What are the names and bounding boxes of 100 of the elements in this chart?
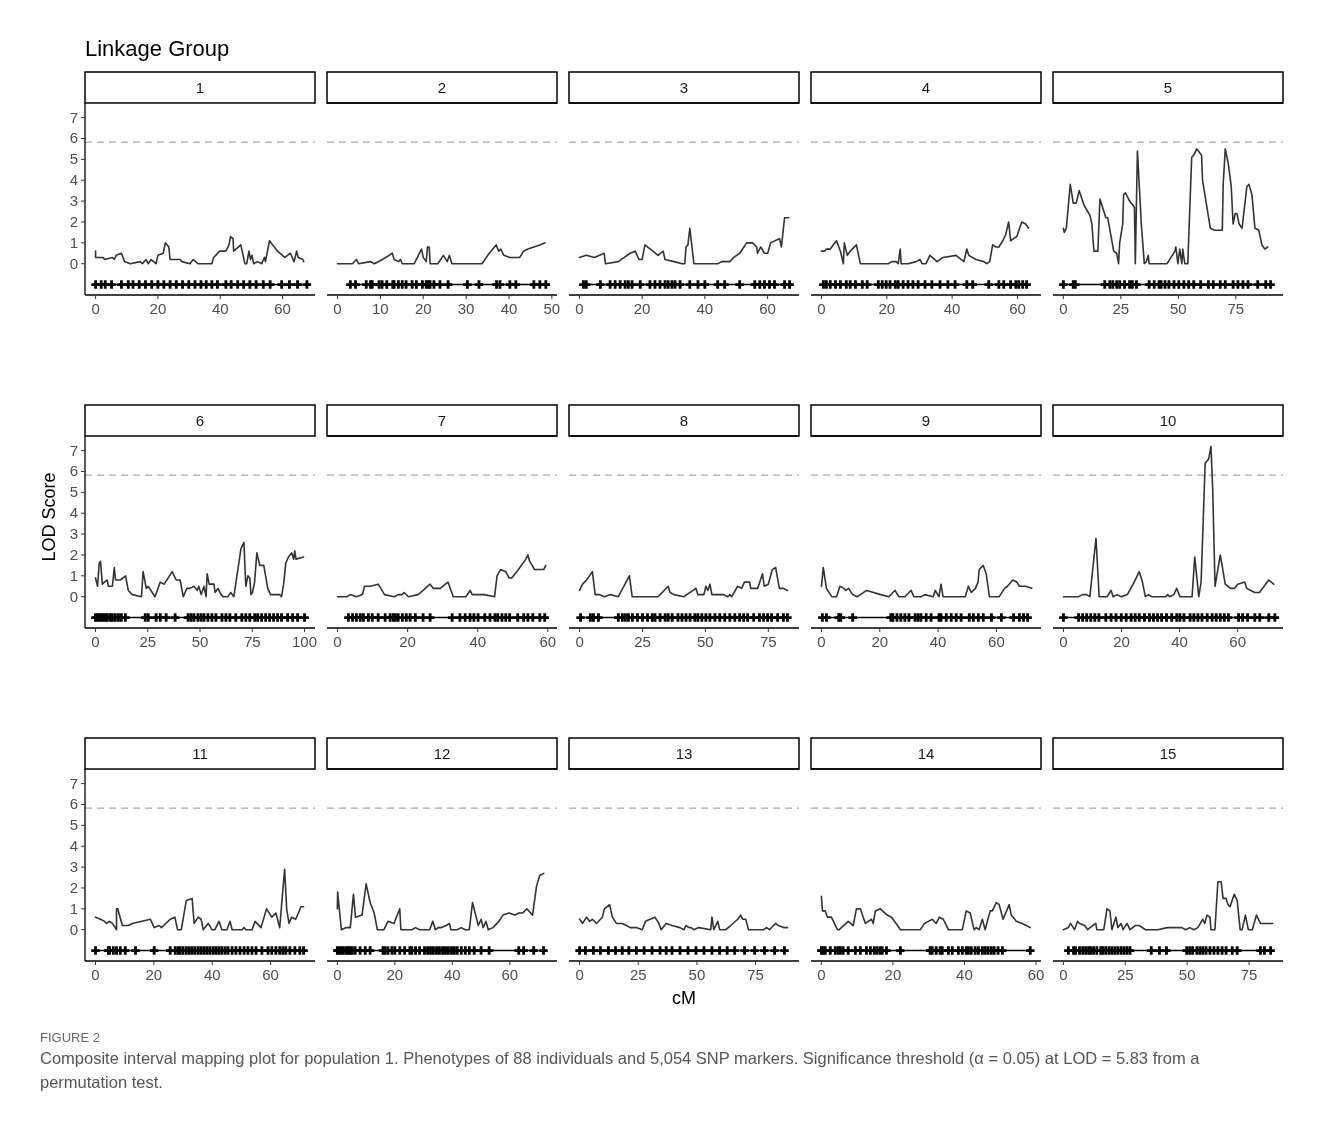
chart-title: 1: [195, 79, 205, 96]
x-tick-label: 0: [91, 966, 100, 983]
x-tick-label: 0: [575, 966, 584, 983]
chart-title: 3: [679, 79, 689, 96]
x-tick-label: 40: [211, 300, 229, 317]
x-tick-label: 25: [634, 633, 651, 650]
x-tick-label: 10: [372, 300, 389, 317]
y-tick-label: 4: [69, 837, 78, 855]
x-tick-label: 40: [1171, 633, 1188, 650]
y-tick-label: 1: [69, 566, 78, 584]
y-tick-label: 3: [69, 858, 78, 876]
x-tick-label: 0: [1059, 633, 1068, 650]
x-tick-label: 20: [878, 300, 896, 317]
x-tick-label: 30: [457, 300, 475, 317]
x-tick-label: 50: [1178, 966, 1196, 983]
x-tick-label: 0: [91, 633, 100, 650]
x-tick-label: 60: [274, 300, 291, 317]
chart-title: 8: [679, 412, 689, 429]
chart-title: 15: [1159, 745, 1177, 762]
x-tick-label: 60: [1229, 633, 1247, 650]
x-tick-label: 40: [500, 300, 518, 317]
y-tick-label: 0: [69, 587, 78, 605]
x-tick-label: 0: [1059, 300, 1068, 317]
chart-title: 4: [921, 79, 931, 96]
x-tick-label: 40: [929, 633, 947, 650]
chart-title: 10: [1159, 412, 1177, 429]
x-tick-label: 20: [145, 966, 163, 983]
y-tick-label: 2: [69, 212, 78, 230]
x-tick-label: 40: [469, 633, 487, 650]
x-tick-label: 0: [333, 966, 342, 983]
x-tick-label: 75: [759, 633, 777, 650]
chart-title: 14: [917, 745, 935, 762]
x-tick-label: 60: [539, 633, 557, 650]
text: Composite interval mapping plot for population 1. Phenotypes of 88 individuals and 5,054 SNP markers. Significance threshold (α = 0.05) at LOD = 5.83 from a permutation test.: [40, 1049, 1201, 1091]
x-tick-label: 20: [1113, 633, 1130, 650]
x-tick-label: 20: [884, 966, 902, 983]
x-tick-label: 0: [817, 633, 826, 650]
chart-title: 6: [195, 412, 205, 429]
x-tick-label: 20: [633, 300, 651, 317]
x-tick-label: 20: [414, 300, 432, 317]
x-tick-label: 75: [747, 966, 764, 983]
x-tick-label: 25: [1112, 300, 1130, 317]
x-tick-label: 0: [333, 300, 342, 317]
x-tick-label: 25: [1116, 966, 1134, 983]
y-tick-label: 7: [69, 774, 78, 792]
chart-title: 11: [192, 745, 208, 762]
x-tick-label: 75: [243, 633, 261, 650]
x-tick-label: 60: [1009, 300, 1026, 317]
x-tick-label: 50: [543, 300, 561, 317]
x-tick-label: 40: [444, 966, 461, 983]
text: Linkage Group: [85, 36, 230, 61]
x-tick-label: 0: [817, 300, 826, 317]
x-tick-label: 20: [149, 300, 167, 317]
chart-title: 7: [437, 412, 447, 429]
y-tick-label: 6: [69, 129, 78, 147]
y-tick-label: 6: [69, 462, 78, 480]
x-tick-label: 50: [1170, 300, 1187, 317]
x-tick-label: 0: [575, 633, 584, 650]
x-tick-label: 25: [139, 633, 157, 650]
caption: FIGURE 2: [40, 1030, 100, 1045]
x-tick-label: 60: [988, 633, 1005, 650]
x-tick-label: 25: [629, 966, 647, 983]
x-tick-label: 0: [1059, 966, 1068, 983]
y-tick-label: 6: [69, 795, 78, 813]
y-tick-label: 0: [69, 254, 78, 272]
x-tick-label: 0: [575, 300, 584, 317]
x-tick-label: 50: [191, 633, 209, 650]
y-tick-label: 2: [69, 878, 78, 896]
x-tick-label: 0: [91, 300, 100, 317]
x-tick-label: 75: [1240, 966, 1258, 983]
x-tick-label: 0: [817, 966, 826, 983]
x-tick-label: 100: [292, 633, 318, 650]
y-tick-label: 4: [69, 171, 78, 189]
y-tick-label: 1: [69, 233, 78, 251]
x-tick-label: 20: [399, 633, 416, 650]
y-tick-label: 1: [69, 899, 78, 917]
chart-title: 2: [437, 79, 447, 96]
x-tick-label: 60: [759, 300, 776, 317]
chart-title: 12: [433, 745, 451, 762]
x-axis-title: cM: [672, 988, 696, 1008]
x-tick-label: 0: [333, 633, 342, 650]
y-tick-label: 5: [69, 816, 78, 834]
x-tick-label: 60: [1027, 966, 1045, 983]
y-tick-label: 2: [69, 545, 78, 563]
y-tick-label: 0: [69, 920, 78, 938]
x-tick-label: 20: [386, 966, 404, 983]
x-tick-label: 60: [262, 966, 279, 983]
y-tick-label: 5: [69, 483, 78, 501]
y-axis-title: LOD Score: [39, 472, 59, 562]
y-tick-label: 3: [69, 192, 78, 210]
x-tick-label: 40: [203, 966, 221, 983]
x-tick-label: 40: [696, 300, 714, 317]
x-tick-label: 40: [956, 966, 973, 983]
chart-title: 5: [1163, 79, 1173, 96]
y-tick-label: 7: [69, 441, 78, 459]
x-tick-label: 60: [501, 966, 519, 983]
x-tick-label: 20: [871, 633, 889, 650]
y-tick-label: 7: [69, 108, 78, 126]
y-tick-label: 5: [69, 150, 78, 168]
y-tick-label: 4: [69, 504, 78, 522]
